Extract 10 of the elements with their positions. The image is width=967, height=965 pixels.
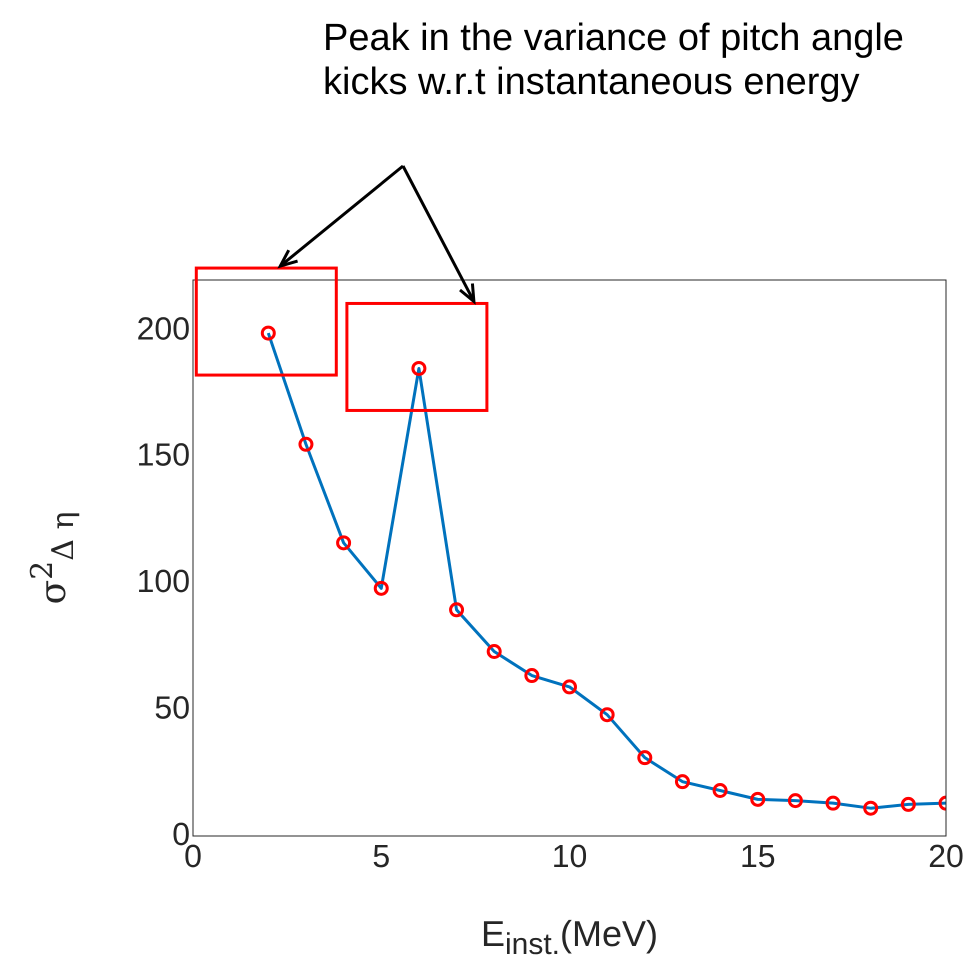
y-tick-label: 100 [136, 563, 190, 600]
x-tick-label: 15 [740, 838, 776, 874]
y-tick-label: 50 [154, 689, 190, 726]
y-tick-label: 200 [136, 310, 190, 346]
x-axis-title: E$_{inst.}$(MeV) [480, 913, 660, 962]
x-tick-label: 5 [372, 838, 390, 874]
y-tick-label: 150 [136, 436, 190, 473]
text: Peak in the variance of pitch angle kicks w.r.t instantaneous energy [323, 16, 905, 104]
x-tick-label: 20 [928, 838, 964, 874]
x-tick-label: 10 [552, 838, 588, 874]
